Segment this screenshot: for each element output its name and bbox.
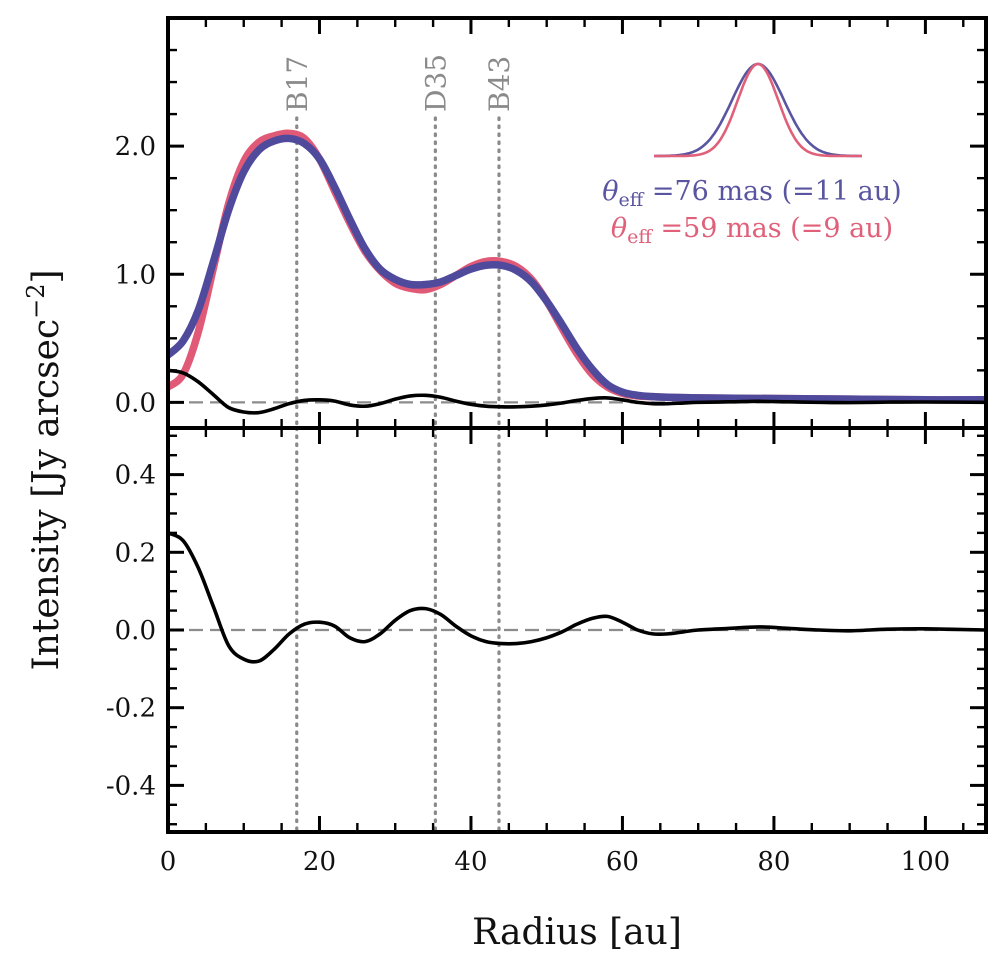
- x-tick-label: 100: [901, 847, 951, 877]
- y-tick-label: -0.2: [106, 694, 156, 724]
- y-tick-label: 0.4: [115, 461, 156, 491]
- y-tick-label: 2.0: [115, 132, 156, 162]
- legend-entry-0: θeff =76 mas (=11 au): [602, 176, 901, 211]
- x-tick-label: 80: [757, 847, 790, 877]
- profile-panel: 0.0 1.0 2.0 B17 D35 B43: [115, 16, 988, 430]
- x-tick-label: 60: [606, 847, 639, 877]
- feature-label-d35: D35: [419, 54, 452, 112]
- y-tick-label: 0.0: [115, 616, 156, 646]
- y-tick-label: 0.2: [115, 538, 156, 568]
- y-tick-label: -0.4: [106, 771, 156, 801]
- x-axis-title: Radius [au]: [472, 912, 682, 953]
- legend: θeff =76 mas (=11 au)θeff =59 mas (=9 au…: [602, 176, 901, 248]
- series-line-0: [168, 129, 986, 404]
- y-tick-label: 0.0: [115, 388, 156, 418]
- x-tick-label: 20: [303, 847, 336, 877]
- series-group: [168, 129, 986, 415]
- legend-entry-1: θeff =59 mas (=9 au): [611, 213, 893, 248]
- beam-profile-1: [654, 62, 862, 158]
- beam-inset: [654, 62, 862, 158]
- x-tick-label: 0: [160, 847, 177, 877]
- x-tick-label: 40: [454, 847, 487, 877]
- series-line-0: [168, 531, 986, 664]
- y-tick-label: 1.0: [115, 260, 156, 290]
- series-group: [168, 531, 986, 664]
- residual-panel: 0.4 0.2 0.0 -0.2 -0.4 0 20 40 60 80 100: [106, 426, 988, 877]
- feature-label-b43: B43: [483, 56, 516, 112]
- y-axis-title: Intensity [Jy arcsec−2]: [22, 269, 67, 670]
- beam-profile-0: [654, 62, 862, 158]
- series-line-2: [168, 368, 986, 415]
- series-line-1: [168, 134, 986, 404]
- feature-label-b17: B17: [281, 56, 314, 112]
